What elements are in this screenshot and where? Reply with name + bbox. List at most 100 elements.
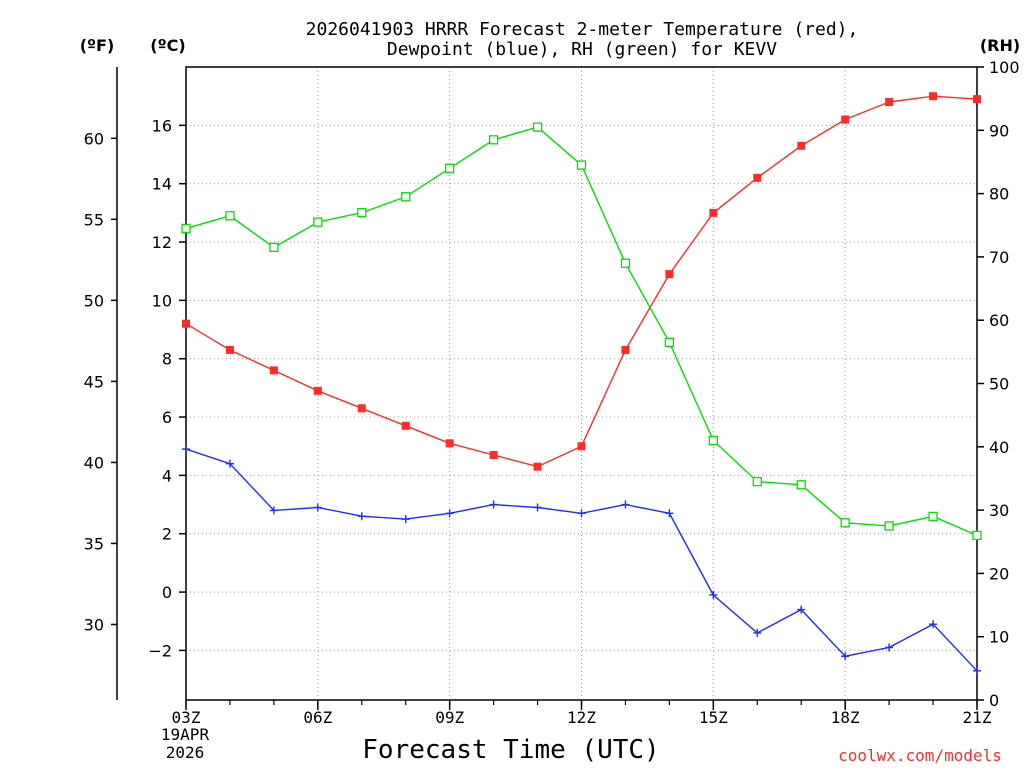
dewpoint-point [665,509,674,518]
temperature-point [709,208,718,217]
chart-title-line-2: Dewpoint (blue), RH (green) for KEVV [387,39,777,60]
x-tick-label: 09Z [435,708,464,727]
rh-point [796,480,806,490]
dewpoint-point [269,506,278,515]
date-label-year: 2026 [166,743,205,762]
fahrenheit-tick-label: 30 [84,615,104,634]
rh-point [532,122,543,132]
dewpoint-point [753,628,762,637]
credit-label: coolwx.com/models [838,746,1002,765]
rh-point [620,258,631,268]
fahrenheit-tick-label: 50 [84,291,104,310]
fahrenheit-tick-label: 45 [84,372,104,391]
grid-lines [186,67,977,700]
celsius-tick-label: 10 [152,291,172,310]
temperature-point [489,450,498,459]
rh-tick-label: 30 [989,501,1009,520]
rh-point [840,518,850,528]
temperature-point [841,115,850,124]
dewpoint-point [577,509,586,518]
rh-point [357,207,367,218]
dewpoint-point [973,666,981,675]
rh-point [401,192,411,202]
dewpoint-point [357,512,366,521]
celsius-tick-label: 0 [162,583,172,602]
rh-tick-label: 10 [989,628,1009,647]
x-tick-label: 18Z [831,708,860,727]
date-label-day: 19APR [161,725,210,744]
rh-point [708,435,718,446]
temperature-point [753,173,762,182]
rh-point [313,217,323,227]
temperature-point [797,141,806,150]
series-layer [181,92,982,675]
celsius-tick-label: −2 [148,641,172,660]
celsius-tick-label: 4 [162,466,172,485]
rh-point [488,135,499,145]
rh-tick-label: 50 [989,375,1009,394]
rh-tick-label: 0 [989,691,999,710]
dewpoint-point [929,620,938,629]
celsius-tick-label: 16 [152,116,172,135]
celsius-tick-label: 12 [152,233,172,252]
temperature-point [621,345,630,354]
x-tick-label: 06Z [303,708,332,727]
chart-title-line-1: 2026041903 HRRR Forecast 2-meter Tempera… [306,19,859,40]
fahrenheit-tick-label: 35 [84,534,104,553]
rh-unit-label: (RH) [980,36,1020,55]
dewpoint-point [841,652,850,661]
rh-point [445,163,455,173]
dewpoint-point [885,643,894,652]
celsius-tick-label: 6 [162,408,172,427]
rh-point [928,511,938,522]
rh-tick-label: 80 [989,185,1009,204]
rh-tick-label: 100 [989,58,1020,77]
rh-tick-label: 40 [989,438,1009,457]
temperature-point [313,386,322,395]
rh-point [972,530,982,541]
rh-tick-label: 90 [989,121,1009,140]
temperature-point [357,404,366,413]
x-tick-label: 03Z [172,708,201,727]
temperature-point [929,92,938,101]
temperature-point [577,442,586,451]
dewpoint-point [533,503,542,512]
temperature-point [533,462,542,471]
rh-point [884,521,894,531]
dewpoint-point [401,515,410,524]
x-tick-label: 12Z [567,708,596,727]
fahrenheit-tick-label: 55 [84,210,104,229]
celsius-tick-label: 2 [162,525,172,544]
dewpoint-point [797,605,806,614]
rh-point [181,223,191,234]
rh-tick-label: 60 [989,311,1009,330]
dewpoint-point [621,500,630,509]
celsius-tick-label: 14 [152,175,172,194]
rh-point [664,337,675,348]
temperature-point [269,366,278,375]
dewpoint-point [489,500,498,509]
temperature-point [445,439,454,448]
rh-point [752,476,762,487]
fahrenheit-unit-label: (ºF) [80,36,115,55]
fahrenheit-tick-label: 40 [84,453,104,472]
axes: −2 0 2 4 6 8 10 12 14 16 30 35 40 45 50 55 60 0 10 20 30 40 50… [84,58,1020,727]
fahrenheit-tick-label: 60 [84,129,104,148]
temperature-point [973,95,981,104]
dewpoint-point [313,503,322,512]
dewpoint-point [225,459,234,468]
dewpoint-point [182,445,190,454]
celsius-unit-label: (ºC) [150,36,185,55]
x-axis-label: Forecast Time (UTC) [362,735,659,765]
rh-tick-label: 20 [989,564,1009,583]
rh-tick-label: 70 [989,248,1009,267]
temperature-point [401,421,410,430]
temperature-point [182,319,190,328]
rh-point [576,160,587,170]
rh-point [269,242,279,253]
x-tick-label: 15Z [699,708,728,727]
dewpoint-point [709,590,718,599]
temperature-point [885,98,894,107]
rh-point [225,211,235,221]
